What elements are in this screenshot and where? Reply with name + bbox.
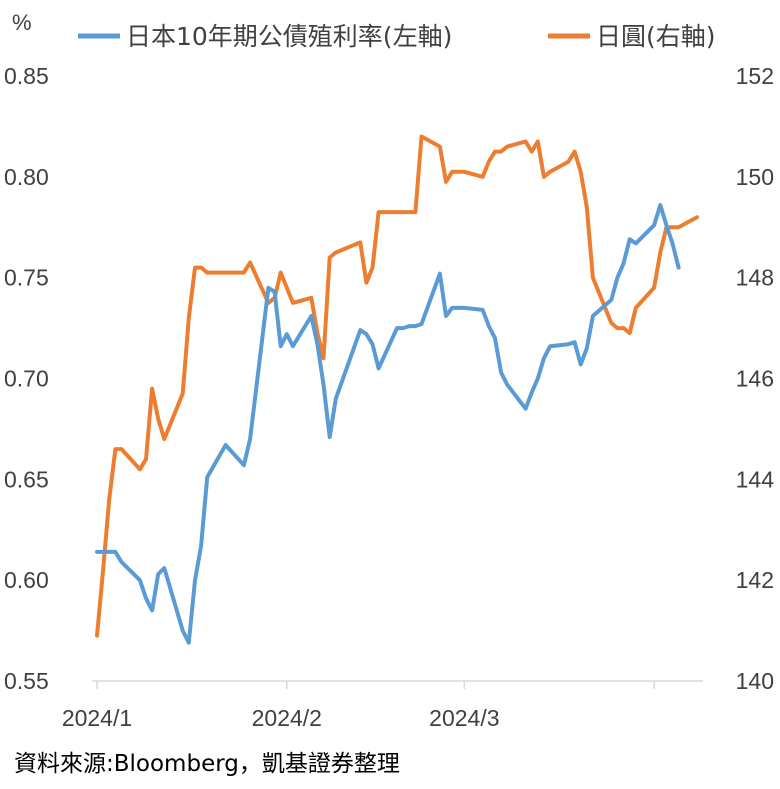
y-left-tick-5: 0.80 bbox=[4, 164, 49, 190]
x-tick-label-0: 2024/1 bbox=[62, 705, 132, 731]
y-right-tick-6: 152 bbox=[736, 63, 774, 89]
y-right-tick-2: 144 bbox=[736, 466, 775, 492]
y-right-tick-3: 146 bbox=[736, 366, 774, 392]
x-tick-label-2: 2024/3 bbox=[429, 705, 499, 731]
axes: 2024/1 2024/2 2024/3 0.55 0.60 0.65 0.70 0.75 0.… bbox=[4, 63, 774, 731]
series-line-jgb-yield bbox=[95, 203, 681, 645]
y-right-tick-5: 150 bbox=[736, 164, 774, 190]
y-left-tick-1: 0.60 bbox=[4, 567, 49, 593]
y-left-tick-4: 0.75 bbox=[4, 265, 49, 291]
series-group bbox=[95, 134, 699, 645]
y-right-tick-1: 142 bbox=[736, 567, 774, 593]
legend-label-jgb: 日本10年期公債殖利率(左軸) bbox=[126, 22, 452, 51]
y-right-tick-4: 148 bbox=[736, 265, 774, 291]
unit-label: % bbox=[12, 10, 32, 35]
legend: 日本10年期公債殖利率(左軸) 日圓(右軸) bbox=[78, 22, 716, 51]
source-note: 資料來源:Bloomberg，凱基證券整理 bbox=[14, 751, 400, 777]
legend-label-jpy: 日圓(右軸) bbox=[596, 22, 716, 51]
y-left-tick-0: 0.55 bbox=[4, 668, 49, 694]
x-tick-label-1: 2024/2 bbox=[252, 705, 322, 731]
series-line-jpy bbox=[95, 134, 699, 638]
y-left-tick-3: 0.70 bbox=[4, 366, 49, 392]
y-left-tick-6: 0.85 bbox=[4, 63, 49, 89]
y-right-tick-0: 140 bbox=[736, 668, 774, 694]
y-left-tick-2: 0.65 bbox=[4, 466, 49, 492]
